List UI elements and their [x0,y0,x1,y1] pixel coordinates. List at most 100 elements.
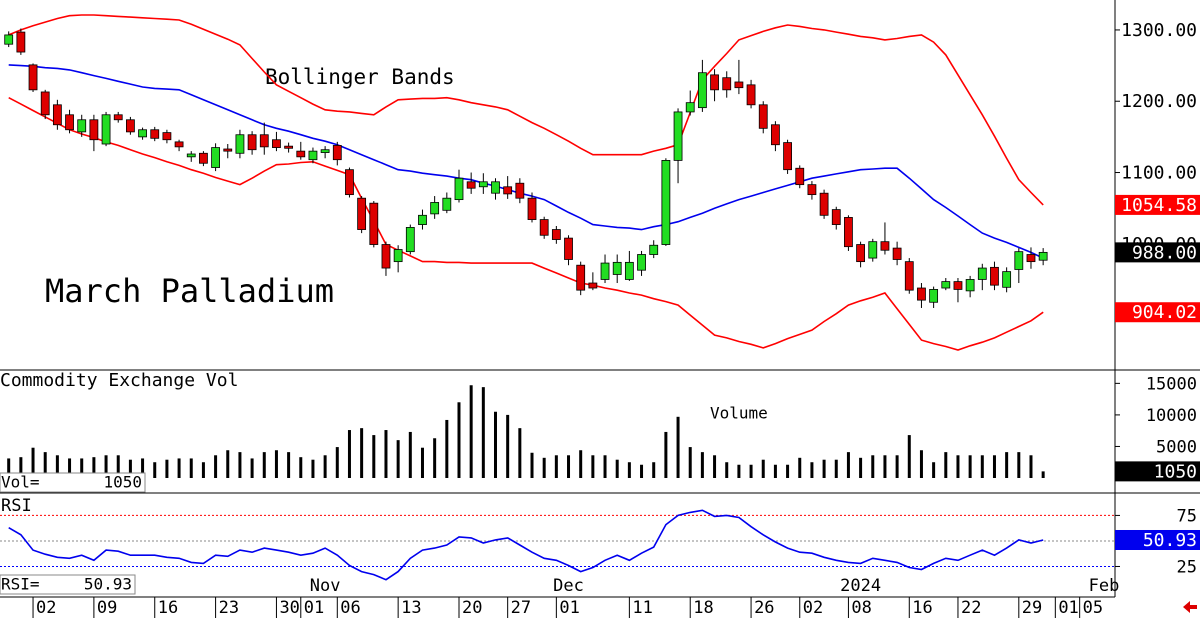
volume-bar [603,455,607,478]
candle-body [113,114,123,121]
volume-bar [189,458,193,478]
volume-bar [250,458,254,478]
volume-bar [153,462,157,478]
volume-bar [262,452,266,478]
candle-body [28,64,38,91]
volume-bar [652,462,656,478]
y-tick-label: 75 [1177,506,1197,526]
band-last-label: 1054.58 [1121,195,1197,216]
x-tick-label: 23 [219,598,239,618]
candle-body [369,202,379,245]
volume-bar [506,414,510,478]
volume-bar [445,419,449,478]
volume-bar [749,464,753,478]
readout-label: RSI= [1,575,40,594]
candle-body [1026,254,1036,263]
x-tick-label: 29 [1022,598,1042,618]
volume-bar [773,464,777,478]
candle-body [405,227,415,253]
candle-body [929,289,939,303]
candle-body [393,249,403,263]
readout-box [0,574,136,595]
volume-bar [664,431,668,478]
volume-bar [822,459,826,478]
band-last-label-box [1115,302,1200,323]
candle-body [284,145,294,149]
volume-bar [1041,471,1045,478]
candle-body [247,134,257,151]
rsi-title: RSI [1,496,32,516]
candle-body [746,84,756,106]
y-tick-label: 5000 [1156,437,1197,457]
volume-bar [761,459,765,478]
volume-bar [956,455,960,478]
candle-body [953,281,963,290]
candle-body [1038,251,1048,261]
y-tick-label: 25 [1177,557,1197,577]
x-tick-label: 09 [97,598,117,618]
volume-bar [347,430,351,478]
y-tick-label: 15000 [1146,374,1197,394]
x-tick-label: 20 [462,598,482,618]
candle-body [77,119,87,133]
volume-bar [932,462,936,478]
volume-bar [810,462,814,478]
line [8,509,1044,581]
candle-body [40,91,50,116]
candle-body [697,72,707,109]
candle-body [673,111,683,161]
candle-body [1002,271,1012,288]
candle-body [162,132,172,141]
volume-bar [834,459,838,478]
candle-body [600,262,610,280]
x-tick-label: 22 [961,598,981,618]
month-label: 2024 [840,576,881,596]
candle-body [795,167,805,186]
volume-bar [165,459,169,478]
volume-bar [846,452,850,478]
readout-label: Vol= [1,473,40,492]
scroll-arrow[interactable] [1183,601,1197,613]
volume-bar [19,457,23,478]
volume-bar [104,455,108,478]
candle-body [990,266,999,286]
volume-bar [55,455,59,478]
candle-body [345,169,354,196]
volume-bar [518,428,522,478]
volume-bar [992,455,996,478]
y-tick-label: 1200.00 [1121,91,1197,112]
candle-body [357,197,367,230]
volume-bar [274,450,278,478]
candle-body [381,244,391,269]
volume-bar [396,440,400,478]
volume-bar [591,455,595,478]
line [8,96,1044,351]
candle-body [917,287,926,301]
volume-bar [700,452,704,478]
month-label: Dec [553,576,584,596]
candle-body [52,104,62,126]
volume-bar [43,452,47,478]
candle-body [527,197,537,220]
candle-body [491,181,500,194]
candle-body [892,247,902,260]
volume-bar [798,457,802,478]
volume-bar [494,411,497,478]
close-last-label: 988.00 [1132,242,1197,263]
candle-body [503,186,513,195]
volume-last-label: 1050 [1154,461,1197,482]
candle-body [259,134,269,148]
x-tick-label: 27 [511,598,531,618]
volume-bar [299,457,303,478]
candle-body [856,244,865,263]
candle-body [564,237,573,260]
candle-body [89,119,99,141]
candle-body [977,267,987,280]
volume-bar [92,457,96,478]
candle-body [320,149,330,153]
candle-body [235,134,245,154]
chart-title: March Palladium [45,272,334,310]
volume-bar [335,447,339,478]
candle-body [4,34,14,45]
candle-body [637,254,646,271]
